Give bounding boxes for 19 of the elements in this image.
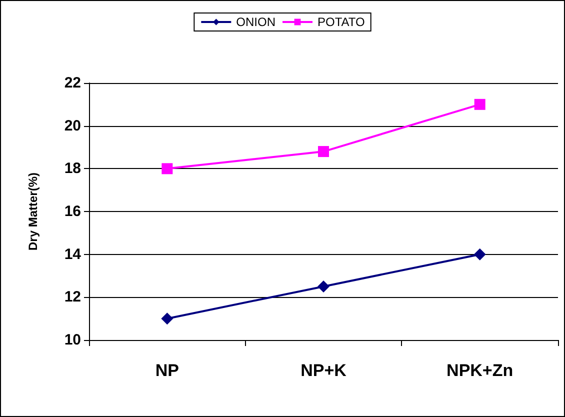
y-tick-label: 16 — [64, 203, 81, 220]
x-tick-label: NP — [155, 361, 179, 380]
y-tick-label: 20 — [64, 117, 81, 134]
point — [318, 146, 329, 158]
y-tick-label: 10 — [64, 332, 81, 348]
point — [474, 98, 486, 110]
x-tick-label: NPK+Zn — [446, 361, 514, 380]
legend-label: ONION — [236, 15, 276, 29]
point — [161, 312, 174, 325]
y-tick-label: 14 — [64, 246, 82, 263]
y-axis-title: Dry Matter(%) — [26, 172, 40, 251]
y-tick-label: 18 — [64, 160, 81, 178]
point — [162, 163, 173, 174]
point — [474, 248, 486, 260]
legend-label: POTATO — [318, 15, 365, 29]
x-tick-label: NP+K — [300, 361, 348, 380]
point — [318, 280, 330, 292]
y-tick-label: 12 — [64, 288, 81, 306]
y-tick-label: 22 — [64, 74, 81, 92]
